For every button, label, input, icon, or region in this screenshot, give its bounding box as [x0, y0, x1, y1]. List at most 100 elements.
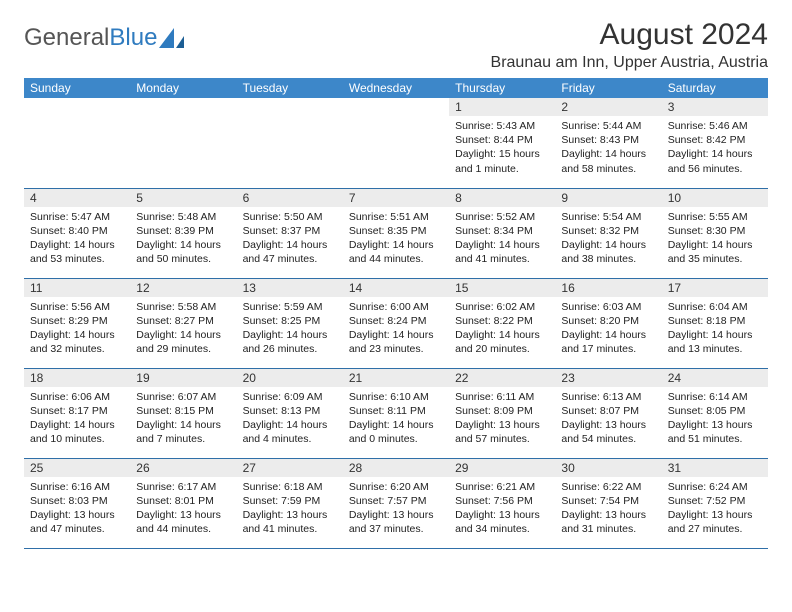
calendar-day-cell: 1Sunrise: 5:43 AMSunset: 8:44 PMDaylight… — [449, 98, 555, 188]
day-sun-info: Sunrise: 6:04 AMSunset: 8:18 PMDaylight:… — [662, 297, 768, 361]
calendar-day-cell — [343, 98, 449, 188]
calendar-day-cell: 18Sunrise: 6:06 AMSunset: 8:17 PMDayligh… — [24, 368, 130, 458]
weekday-header-row: Sunday Monday Tuesday Wednesday Thursday… — [24, 78, 768, 98]
calendar-day-cell: 19Sunrise: 6:07 AMSunset: 8:15 PMDayligh… — [130, 368, 236, 458]
location: Braunau am Inn, Upper Austria, Austria — [491, 54, 768, 72]
day-sun-info: Sunrise: 6:02 AMSunset: 8:22 PMDaylight:… — [449, 297, 555, 361]
day-number: 23 — [555, 369, 661, 387]
calendar-week-row: 11Sunrise: 5:56 AMSunset: 8:29 PMDayligh… — [24, 278, 768, 368]
logo-text-1: General — [24, 24, 109, 52]
day-number: 15 — [449, 279, 555, 297]
calendar-day-cell: 21Sunrise: 6:10 AMSunset: 8:11 PMDayligh… — [343, 368, 449, 458]
day-sun-info: Sunrise: 5:51 AMSunset: 8:35 PMDaylight:… — [343, 207, 449, 271]
calendar-day-cell: 13Sunrise: 5:59 AMSunset: 8:25 PMDayligh… — [237, 278, 343, 368]
calendar-day-cell: 6Sunrise: 5:50 AMSunset: 8:37 PMDaylight… — [237, 188, 343, 278]
day-sun-info: Sunrise: 5:55 AMSunset: 8:30 PMDaylight:… — [662, 207, 768, 271]
day-number: 3 — [662, 98, 768, 116]
day-number: 7 — [343, 189, 449, 207]
weekday-header: Saturday — [662, 78, 768, 98]
day-number: 5 — [130, 189, 236, 207]
calendar-day-cell: 23Sunrise: 6:13 AMSunset: 8:07 PMDayligh… — [555, 368, 661, 458]
calendar-day-cell: 14Sunrise: 6:00 AMSunset: 8:24 PMDayligh… — [343, 278, 449, 368]
day-sun-info: Sunrise: 5:46 AMSunset: 8:42 PMDaylight:… — [662, 116, 768, 180]
day-number — [237, 98, 343, 102]
day-number: 9 — [555, 189, 661, 207]
day-number: 11 — [24, 279, 130, 297]
day-number: 14 — [343, 279, 449, 297]
day-number — [343, 98, 449, 102]
calendar-day-cell: 20Sunrise: 6:09 AMSunset: 8:13 PMDayligh… — [237, 368, 343, 458]
day-number: 31 — [662, 459, 768, 477]
day-number — [130, 98, 236, 102]
calendar-week-row: 1Sunrise: 5:43 AMSunset: 8:44 PMDaylight… — [24, 98, 768, 188]
calendar-week-row: 25Sunrise: 6:16 AMSunset: 8:03 PMDayligh… — [24, 458, 768, 548]
day-number: 1 — [449, 98, 555, 116]
calendar-day-cell: 27Sunrise: 6:18 AMSunset: 7:59 PMDayligh… — [237, 458, 343, 548]
day-number: 10 — [662, 189, 768, 207]
calendar-day-cell: 16Sunrise: 6:03 AMSunset: 8:20 PMDayligh… — [555, 278, 661, 368]
day-number: 29 — [449, 459, 555, 477]
day-sun-info: Sunrise: 5:44 AMSunset: 8:43 PMDaylight:… — [555, 116, 661, 180]
day-sun-info: Sunrise: 6:13 AMSunset: 8:07 PMDaylight:… — [555, 387, 661, 451]
calendar-day-cell: 17Sunrise: 6:04 AMSunset: 8:18 PMDayligh… — [662, 278, 768, 368]
day-sun-info: Sunrise: 6:16 AMSunset: 8:03 PMDaylight:… — [24, 477, 130, 541]
logo-text-2: Blue — [109, 24, 157, 52]
calendar-table: Sunday Monday Tuesday Wednesday Thursday… — [24, 78, 768, 549]
day-number: 26 — [130, 459, 236, 477]
day-number: 17 — [662, 279, 768, 297]
weekday-header: Sunday — [24, 78, 130, 98]
calendar-day-cell — [237, 98, 343, 188]
day-number: 12 — [130, 279, 236, 297]
day-number: 21 — [343, 369, 449, 387]
day-number: 18 — [24, 369, 130, 387]
calendar-day-cell: 22Sunrise: 6:11 AMSunset: 8:09 PMDayligh… — [449, 368, 555, 458]
day-number: 16 — [555, 279, 661, 297]
day-number: 25 — [24, 459, 130, 477]
day-sun-info: Sunrise: 6:10 AMSunset: 8:11 PMDaylight:… — [343, 387, 449, 451]
calendar-day-cell: 3Sunrise: 5:46 AMSunset: 8:42 PMDaylight… — [662, 98, 768, 188]
day-number: 28 — [343, 459, 449, 477]
day-sun-info: Sunrise: 6:17 AMSunset: 8:01 PMDaylight:… — [130, 477, 236, 541]
calendar-week-row: 18Sunrise: 6:06 AMSunset: 8:17 PMDayligh… — [24, 368, 768, 458]
day-sun-info: Sunrise: 6:06 AMSunset: 8:17 PMDaylight:… — [24, 387, 130, 451]
weekday-header: Monday — [130, 78, 236, 98]
day-sun-info: Sunrise: 5:56 AMSunset: 8:29 PMDaylight:… — [24, 297, 130, 361]
day-number: 8 — [449, 189, 555, 207]
day-sun-info: Sunrise: 6:07 AMSunset: 8:15 PMDaylight:… — [130, 387, 236, 451]
day-sun-info: Sunrise: 6:18 AMSunset: 7:59 PMDaylight:… — [237, 477, 343, 541]
calendar-day-cell: 7Sunrise: 5:51 AMSunset: 8:35 PMDaylight… — [343, 188, 449, 278]
calendar-day-cell: 11Sunrise: 5:56 AMSunset: 8:29 PMDayligh… — [24, 278, 130, 368]
day-sun-info: Sunrise: 5:47 AMSunset: 8:40 PMDaylight:… — [24, 207, 130, 271]
day-sun-info: Sunrise: 6:20 AMSunset: 7:57 PMDaylight:… — [343, 477, 449, 541]
calendar-day-cell: 4Sunrise: 5:47 AMSunset: 8:40 PMDaylight… — [24, 188, 130, 278]
calendar-week-row: 4Sunrise: 5:47 AMSunset: 8:40 PMDaylight… — [24, 188, 768, 278]
weekday-header: Tuesday — [237, 78, 343, 98]
calendar-day-cell: 12Sunrise: 5:58 AMSunset: 8:27 PMDayligh… — [130, 278, 236, 368]
calendar-day-cell: 9Sunrise: 5:54 AMSunset: 8:32 PMDaylight… — [555, 188, 661, 278]
title-block: August 2024 Braunau am Inn, Upper Austri… — [491, 18, 768, 72]
day-number: 30 — [555, 459, 661, 477]
calendar-day-cell: 5Sunrise: 5:48 AMSunset: 8:39 PMDaylight… — [130, 188, 236, 278]
day-number: 20 — [237, 369, 343, 387]
day-sun-info: Sunrise: 5:48 AMSunset: 8:39 PMDaylight:… — [130, 207, 236, 271]
day-number: 24 — [662, 369, 768, 387]
day-number: 13 — [237, 279, 343, 297]
day-sun-info: Sunrise: 6:00 AMSunset: 8:24 PMDaylight:… — [343, 297, 449, 361]
day-sun-info: Sunrise: 6:22 AMSunset: 7:54 PMDaylight:… — [555, 477, 661, 541]
weekday-header: Wednesday — [343, 78, 449, 98]
weekday-header: Friday — [555, 78, 661, 98]
day-sun-info: Sunrise: 6:09 AMSunset: 8:13 PMDaylight:… — [237, 387, 343, 451]
day-sun-info: Sunrise: 6:14 AMSunset: 8:05 PMDaylight:… — [662, 387, 768, 451]
day-sun-info: Sunrise: 5:54 AMSunset: 8:32 PMDaylight:… — [555, 207, 661, 271]
day-sun-info: Sunrise: 6:21 AMSunset: 7:56 PMDaylight:… — [449, 477, 555, 541]
day-sun-info: Sunrise: 5:52 AMSunset: 8:34 PMDaylight:… — [449, 207, 555, 271]
day-number: 4 — [24, 189, 130, 207]
calendar-day-cell: 25Sunrise: 6:16 AMSunset: 8:03 PMDayligh… — [24, 458, 130, 548]
calendar-day-cell: 31Sunrise: 6:24 AMSunset: 7:52 PMDayligh… — [662, 458, 768, 548]
calendar-day-cell: 24Sunrise: 6:14 AMSunset: 8:05 PMDayligh… — [662, 368, 768, 458]
day-sun-info: Sunrise: 5:58 AMSunset: 8:27 PMDaylight:… — [130, 297, 236, 361]
calendar-day-cell: 10Sunrise: 5:55 AMSunset: 8:30 PMDayligh… — [662, 188, 768, 278]
day-sun-info: Sunrise: 6:24 AMSunset: 7:52 PMDaylight:… — [662, 477, 768, 541]
logo: GeneralBlue — [24, 18, 185, 52]
day-number — [24, 98, 130, 102]
